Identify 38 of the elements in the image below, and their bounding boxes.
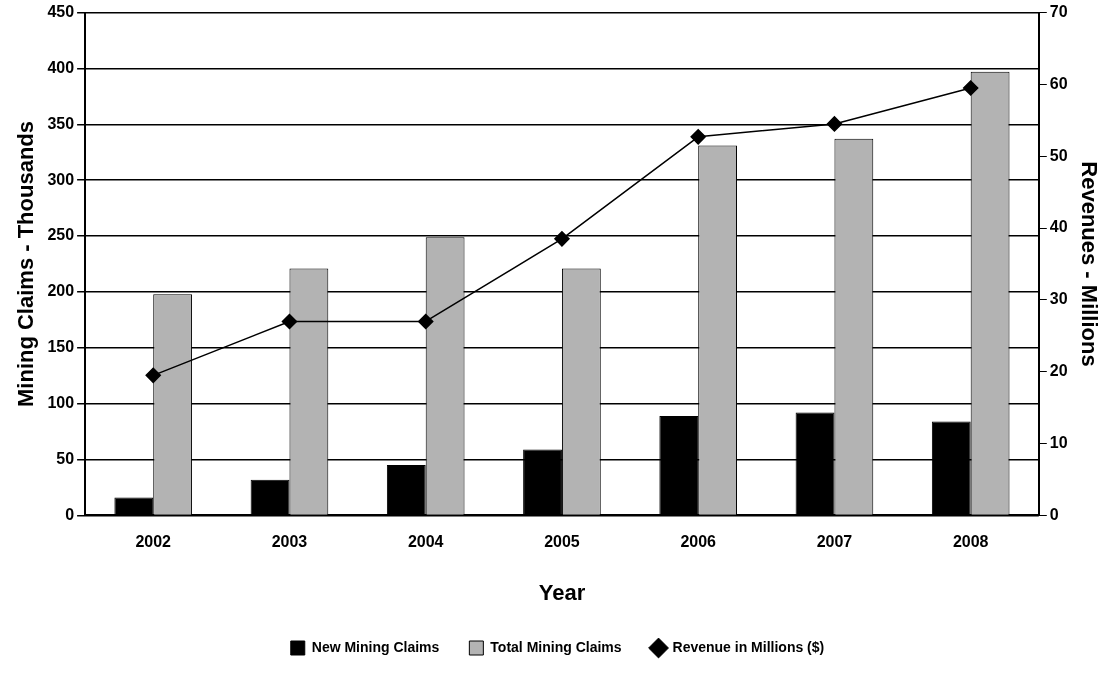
x-tick-label: 2003 — [271, 533, 308, 551]
y-tick-label: 400 — [47, 58, 75, 76]
y-tick-label: 350 — [47, 114, 75, 132]
point — [826, 116, 843, 132]
point — [962, 80, 979, 96]
y-tick-label: 100 — [47, 394, 75, 412]
y-tick-label: 450 — [47, 3, 75, 21]
y-tick-label: 150 — [47, 338, 75, 356]
x-axis-title: Year — [538, 579, 586, 605]
y-tick-label: 50 — [56, 449, 75, 467]
point — [690, 129, 706, 145]
point — [554, 231, 570, 247]
point — [417, 313, 434, 330]
x-tick-label: 2007 — [816, 533, 853, 551]
x-tick-label: 2004 — [407, 533, 444, 551]
y-tick-label: 0 — [65, 505, 75, 523]
point — [145, 367, 161, 384]
y2-tick-label: 70 — [1049, 3, 1068, 21]
y-tick-label: 200 — [47, 282, 75, 300]
y2-tick-label: 50 — [1049, 146, 1068, 164]
point — [281, 313, 298, 330]
x-tick-label: 2008 — [952, 533, 989, 551]
y2-tick-label: 0 — [1049, 505, 1059, 523]
x-tick-label: 2002 — [135, 533, 172, 551]
y2-tick-label: 30 — [1049, 290, 1068, 308]
legend-label: Total Mining Claims — [490, 638, 622, 655]
y-tick-label: 300 — [47, 170, 75, 188]
x-tick-label: 2006 — [680, 533, 717, 551]
y2-tick-label: 40 — [1049, 218, 1068, 236]
y2-tick-label: 20 — [1049, 362, 1068, 380]
y-tick-label: 250 — [47, 226, 75, 244]
y2-tick-label: 10 — [1049, 433, 1068, 451]
legend-label: Revenue in Millions ($) — [672, 638, 825, 655]
x-tick-label: 2005 — [544, 533, 580, 551]
y-axis-title: Mining Claims - Thousands — [13, 120, 39, 408]
y2-axis-title: Revenues - Millions — [1076, 161, 1102, 367]
legend-label: New Mining Claims — [311, 638, 440, 655]
y2-tick-label: 60 — [1049, 74, 1068, 92]
